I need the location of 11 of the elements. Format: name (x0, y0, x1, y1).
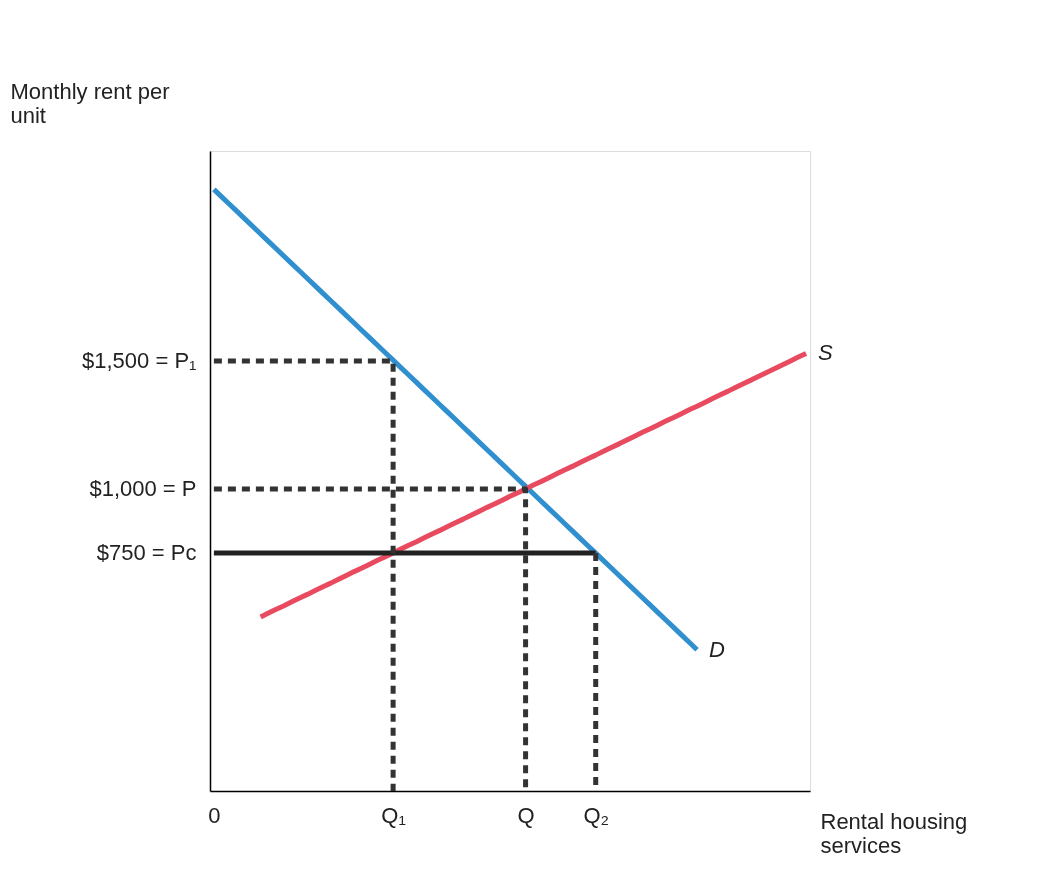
x-tick-label: Q₂ (583, 802, 610, 828)
y-tick-label: $1,000 = P (89, 476, 197, 502)
y-tick-label: $1,500 = P₁ (82, 348, 197, 374)
series-label: S (818, 340, 834, 366)
x-tick-label: 0 (208, 802, 221, 828)
x-tick-label: Q₁ (381, 802, 406, 828)
y-axis-title: Monthly rent per unit (10, 78, 170, 128)
x-axis-title: Rental housing services (820, 808, 968, 858)
x-tick-label: Q (517, 802, 535, 828)
y-tick-label: $750 = Pc (96, 540, 197, 566)
series-label: D (709, 636, 726, 662)
